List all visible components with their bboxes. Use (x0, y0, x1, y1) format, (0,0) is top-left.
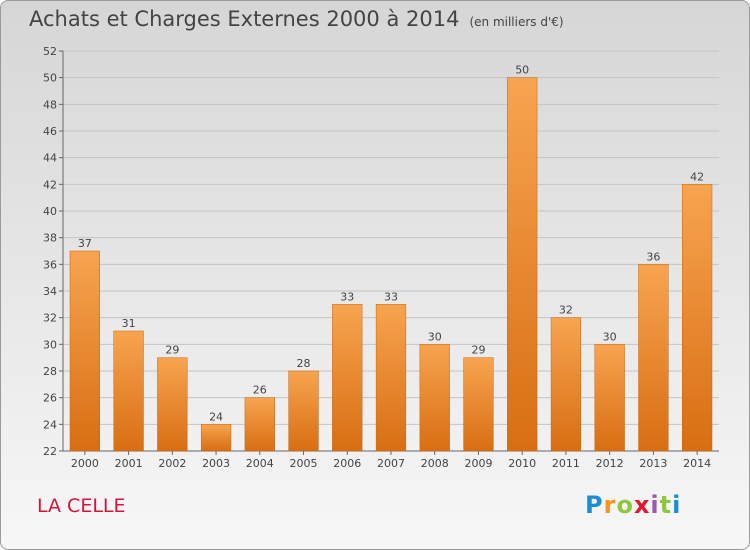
bar (288, 370, 319, 452)
town-name: LA CELLE (37, 495, 126, 517)
y-tick-label: 22 (43, 445, 57, 458)
y-tick-label: 46 (43, 125, 57, 138)
y-tick-label: 52 (43, 45, 57, 58)
bar (375, 304, 407, 452)
bar (69, 250, 100, 452)
data-label: 37 (78, 237, 92, 250)
data-label: 36 (646, 250, 660, 263)
y-tick-label: 36 (43, 258, 57, 271)
y-tick-label: 28 (43, 365, 57, 378)
x-tick-label: 2007 (377, 457, 405, 470)
bar (113, 330, 144, 452)
x-tick-label: 2003 (202, 457, 230, 470)
data-label: 30 (428, 330, 442, 343)
y-tick-label: 48 (43, 98, 57, 111)
bar (507, 77, 538, 452)
x-tick-label: 2004 (246, 457, 274, 470)
y-tick-label: 30 (43, 338, 57, 351)
bar (550, 317, 582, 452)
y-tick-label: 26 (43, 392, 57, 405)
y-tick-label: 38 (43, 232, 57, 245)
bar (157, 357, 188, 452)
y-tick-label: 34 (43, 285, 57, 298)
bar (463, 357, 494, 452)
y-tick-label: 24 (43, 418, 57, 431)
x-tick-label: 2005 (290, 457, 318, 470)
data-label: 28 (297, 357, 311, 370)
bar (419, 344, 450, 452)
data-label: 33 (384, 290, 398, 303)
x-tick-label: 2000 (71, 457, 99, 470)
data-label: 30 (603, 330, 617, 343)
chart-title: Achats et Charges Externes 2000 à 2014 (e… (29, 7, 564, 31)
y-tick-label: 50 (43, 72, 57, 85)
bar (682, 184, 713, 452)
x-tick-label: 2014 (683, 457, 711, 470)
labels: 22 24 26 28 30 32 34 36 38 40 42 44 46 48 50 52 37 2000 31… (43, 45, 711, 470)
bar (638, 264, 669, 452)
bars (69, 77, 713, 452)
title-text: Achats et Charges Externes 2000 à 2014 (29, 7, 460, 31)
proxiti-logo[interactable]: Proxiti (585, 491, 682, 519)
bar (594, 344, 625, 452)
y-tick-label: 44 (43, 152, 57, 165)
y-tick-label: 32 (43, 312, 57, 325)
x-tick-label: 2009 (464, 457, 492, 470)
bar (332, 304, 363, 452)
unit-note: (en milliers d'€) (469, 15, 564, 29)
data-label: 31 (122, 317, 136, 330)
x-tick-label: 2002 (158, 457, 186, 470)
y-tick-label: 40 (43, 205, 57, 218)
data-label: 29 (471, 344, 485, 357)
y-tick-label: 42 (43, 178, 57, 191)
x-tick-label: 2012 (596, 457, 624, 470)
data-label: 33 (340, 290, 354, 303)
data-label: 29 (165, 344, 179, 357)
x-tick-label: 2013 (639, 457, 667, 470)
data-label: 26 (253, 384, 267, 397)
x-tick-label: 2006 (333, 457, 361, 470)
x-tick-label: 2010 (508, 457, 536, 470)
data-label: 32 (559, 304, 573, 317)
bar (200, 424, 232, 452)
data-label: 50 (515, 64, 529, 77)
x-tick-label: 2011 (552, 457, 580, 470)
x-tick-label: 2001 (115, 457, 143, 470)
x-tick-label: 2008 (421, 457, 449, 470)
bar (244, 397, 275, 452)
data-label: 42 (690, 170, 704, 183)
data-label: 24 (209, 410, 223, 423)
